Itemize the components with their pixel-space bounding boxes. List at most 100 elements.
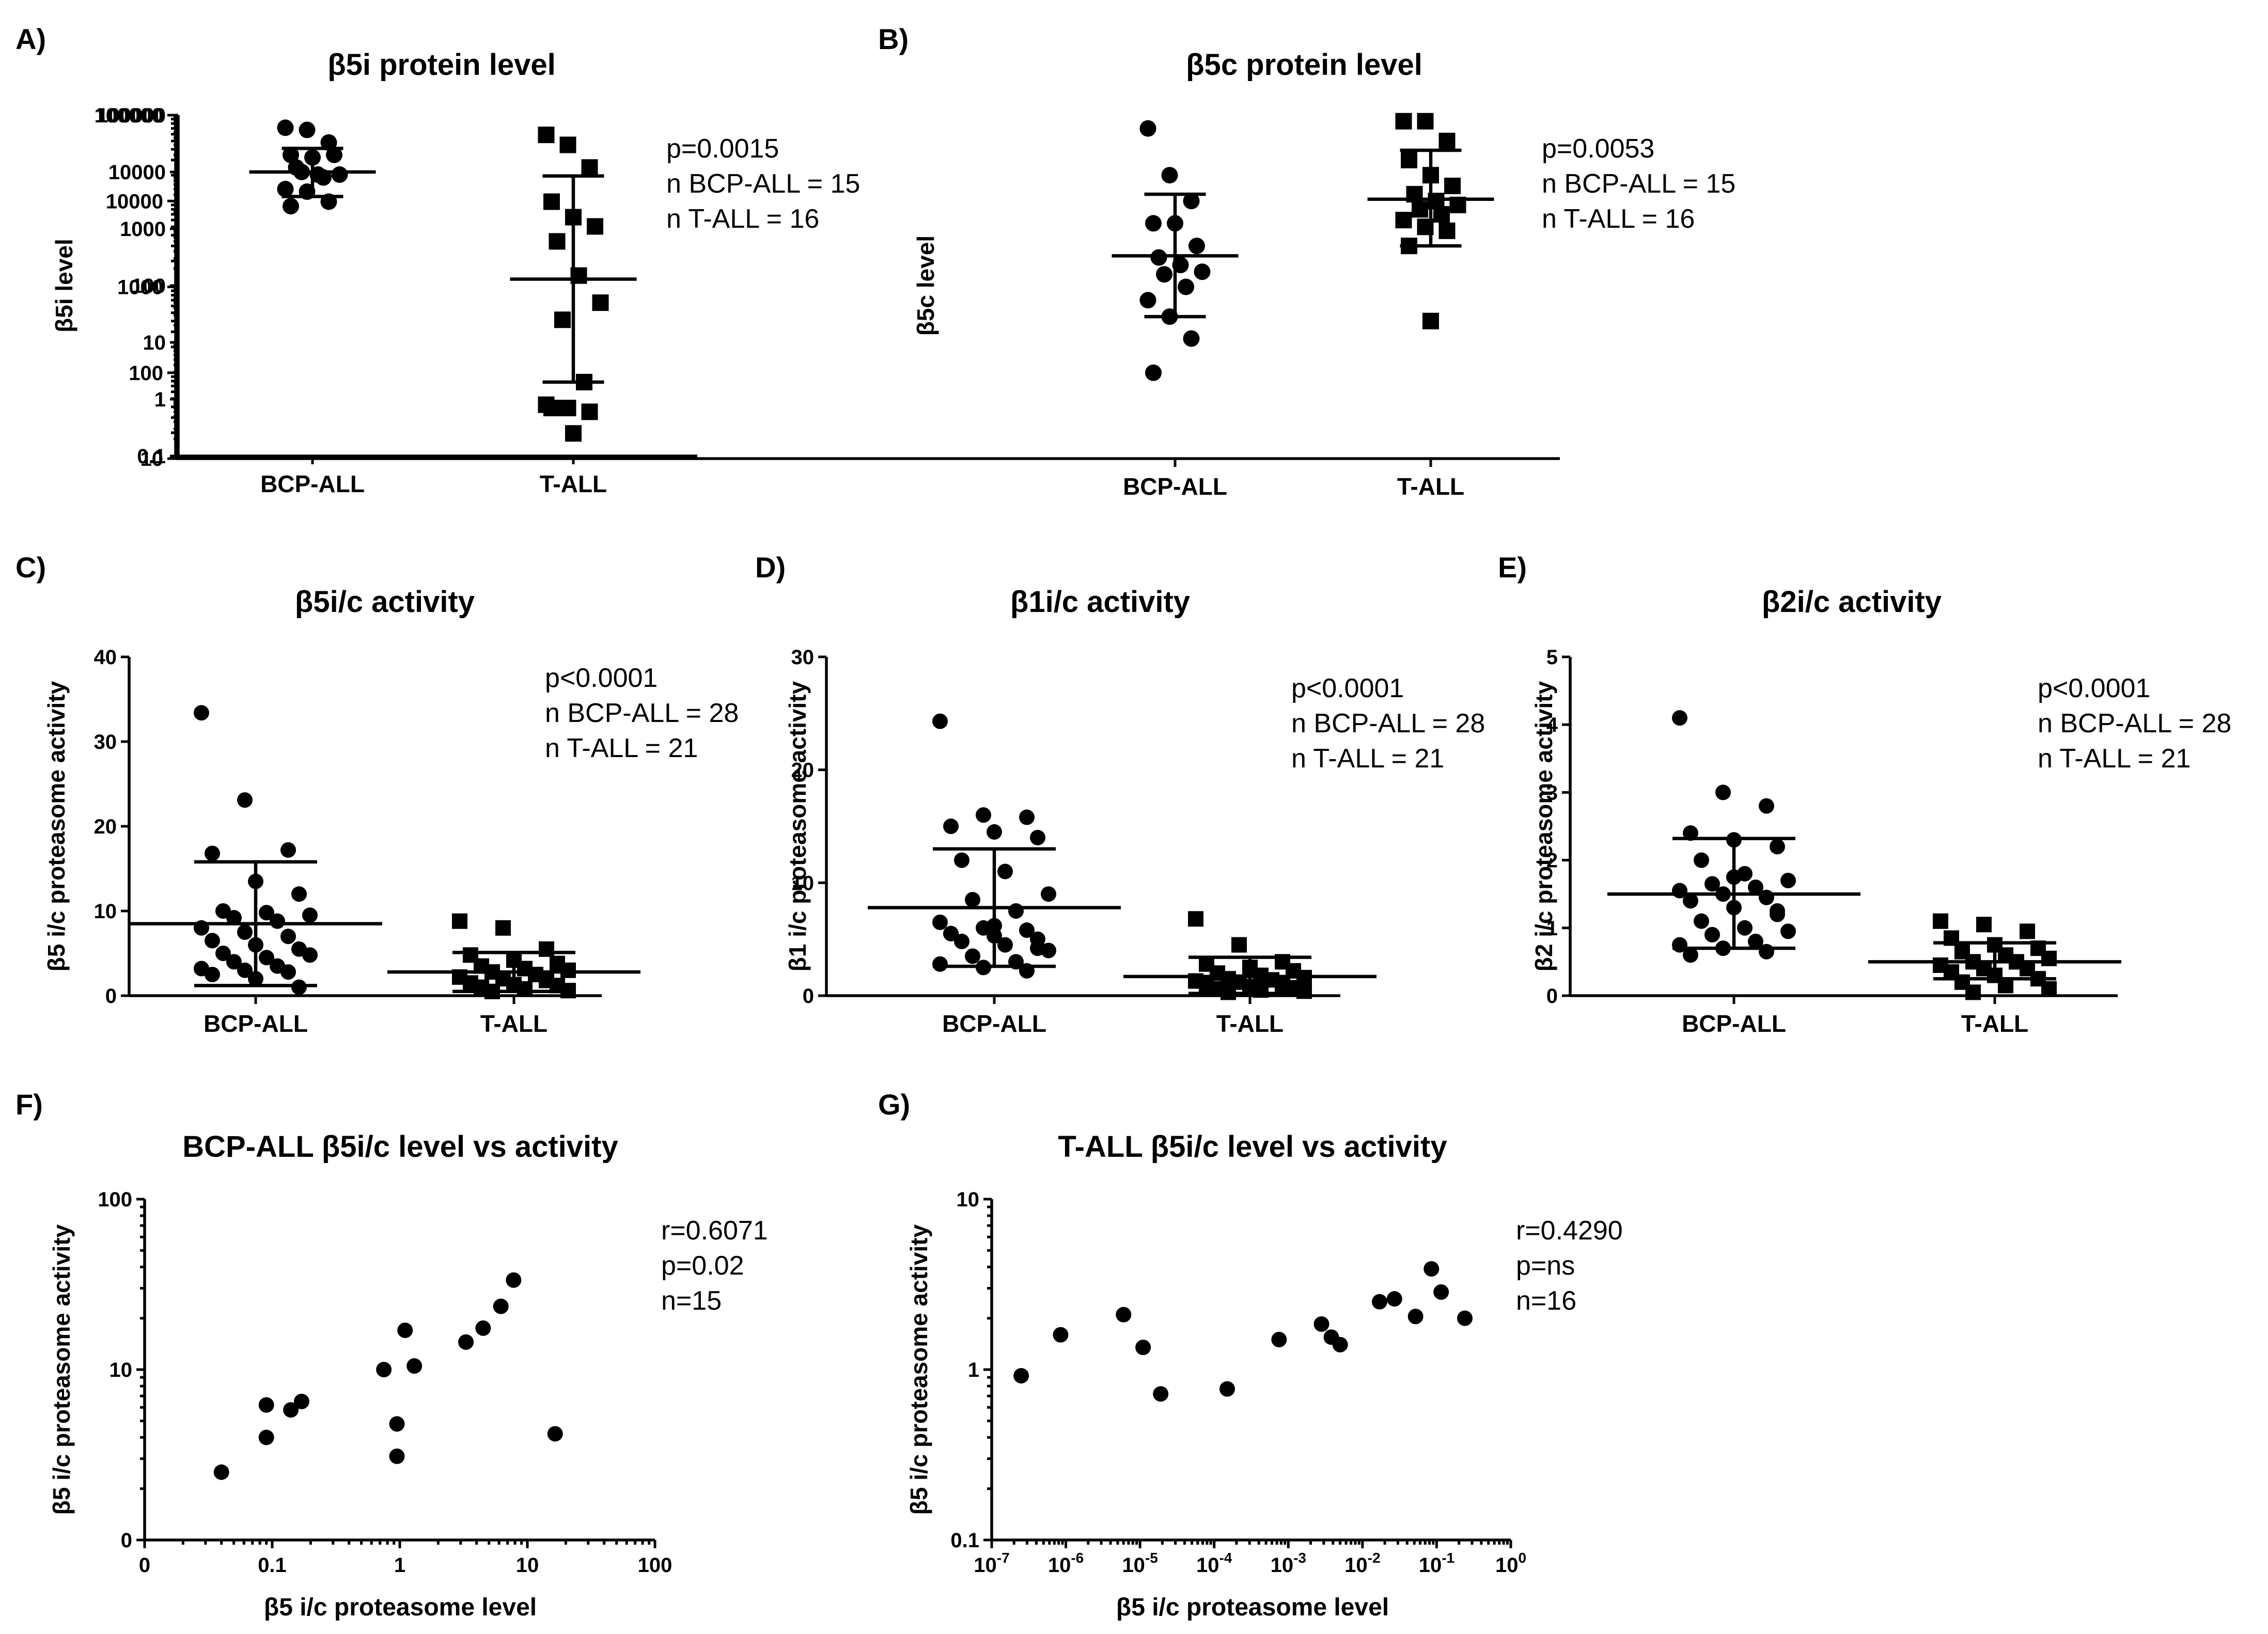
- chart-panel-e: E) β2i/c activity 0 1 2 3 4 5 β2 i/c proteasome …: [1498, 551, 2231, 1037]
- data-point-circle: [1770, 839, 1785, 855]
- x-tick-exponent: -1: [1442, 1550, 1454, 1566]
- data-point-circle: [1704, 926, 1720, 942]
- data-point-circle: [1457, 1310, 1473, 1326]
- data-point-circle: [283, 1402, 299, 1418]
- data-point-square: [1188, 911, 1203, 927]
- data-point-circle: [1156, 266, 1172, 283]
- data-point-square: [2020, 923, 2035, 939]
- data-point-circle: [1759, 889, 1774, 905]
- x-tick-label: 0: [139, 1554, 150, 1577]
- data-point-circle: [397, 1322, 413, 1338]
- chart-panel-c: C) β5i/c activity 0 10 20 30 40 β5 i/c proteaso…: [15, 551, 739, 1037]
- x-tick-label: 10-3: [1271, 1550, 1306, 1577]
- stat-annotation: p=ns: [1516, 1251, 1575, 1281]
- data-point-circle: [1371, 1294, 1387, 1310]
- x-tick-label: 10-7: [974, 1550, 1009, 1577]
- data-point-circle: [1759, 798, 1774, 814]
- data-point-circle: [475, 1320, 491, 1336]
- y-tick-label: 30: [791, 646, 815, 669]
- x-tick-exponent: -7: [997, 1550, 1010, 1566]
- x-tick-label: 100: [1495, 1550, 1526, 1577]
- data-point-square: [1412, 201, 1428, 218]
- data-point-circle: [258, 1429, 274, 1446]
- data-point-square: [1231, 937, 1247, 953]
- data-point-circle: [1041, 886, 1056, 902]
- data-point-square: [452, 913, 467, 929]
- data-point-square: [565, 425, 582, 442]
- data-point-circle: [1183, 330, 1200, 347]
- x-tick-base: 10: [974, 1554, 997, 1577]
- y-tick-label: 40: [94, 646, 117, 669]
- data-point-circle: [205, 967, 220, 982]
- data-point-circle: [1019, 809, 1035, 825]
- y-tick-label: 30: [94, 731, 117, 753]
- data-point-circle: [291, 979, 307, 995]
- stat-annotation: p=0.0053: [1542, 134, 1654, 164]
- stat-annotation: r=0.6071: [661, 1216, 768, 1246]
- x-category-label: T-ALL: [1961, 1010, 2028, 1037]
- data-point-square: [559, 136, 576, 153]
- data-point-circle: [1737, 920, 1753, 936]
- data-point-circle: [237, 962, 253, 978]
- data-point-circle: [277, 119, 294, 136]
- stat-annotation: p=0.0015: [666, 134, 779, 164]
- x-axis-label: β5 i/c proteasome level: [1116, 1594, 1389, 1621]
- data-point-square: [581, 403, 598, 420]
- data-point-circle: [954, 852, 969, 868]
- data-point-circle: [1053, 1327, 1069, 1343]
- y-axis-label: β5 i/c proteasome activity: [43, 681, 70, 971]
- x-tick-label: 0.1: [258, 1554, 287, 1577]
- x-tick-label: 100: [638, 1554, 672, 1577]
- data-point-circle: [1139, 292, 1156, 309]
- y-tick-label: 0: [803, 985, 814, 1008]
- data-point-circle: [1145, 215, 1162, 232]
- data-point-circle: [326, 146, 342, 163]
- data-point-square: [1976, 917, 1992, 933]
- data-point-circle: [1694, 913, 1709, 929]
- data-point-circle: [331, 166, 348, 183]
- x-category-label: BCP-ALL: [1682, 1010, 1786, 1037]
- y-axis-label: β2 i/c proteasome activity: [1530, 681, 1557, 971]
- y-tick-label: 100: [98, 1188, 132, 1211]
- x-category-label: BCP-ALL: [204, 1010, 308, 1037]
- data-point-circle: [376, 1362, 392, 1377]
- y-tick-label: 100000: [95, 104, 163, 127]
- data-point-circle: [1715, 784, 1731, 800]
- data-point-circle: [1183, 193, 1200, 210]
- panel-label: E): [1498, 551, 1527, 584]
- data-point-circle: [1386, 1291, 1402, 1307]
- data-point-circle: [1271, 1331, 1287, 1347]
- data-point-circle: [302, 907, 318, 923]
- y-tick-label: 2: [1546, 850, 1558, 872]
- chart-panel-g: G) T-ALL β5i/c level vs activity 0.1 1 10 β5 …: [878, 1088, 1623, 1621]
- stat-annotation: p<0.0001: [1291, 673, 1404, 703]
- x-tick-base: 10: [1344, 1554, 1368, 1577]
- panel-label: F): [15, 1088, 43, 1121]
- x-tick-label: 10-5: [1122, 1550, 1158, 1577]
- data-point-circle: [1178, 278, 1194, 295]
- panel-label: B): [878, 23, 909, 55]
- data-point-square: [587, 218, 603, 235]
- data-point-circle: [283, 198, 299, 215]
- y-tick-label: 0: [121, 1529, 132, 1552]
- data-point-circle: [259, 905, 274, 921]
- data-point-square: [1417, 113, 1434, 130]
- data-point-circle: [293, 1393, 309, 1409]
- data-point-square: [1422, 312, 1439, 329]
- x-tick-label: 10-2: [1344, 1550, 1380, 1577]
- y-tick-label: 1000: [120, 218, 166, 241]
- stat-annotation: n T-ALL = 21: [1291, 744, 1444, 774]
- data-point-square: [2041, 981, 2057, 997]
- stat-annotation: p<0.0001: [545, 663, 658, 693]
- y-axis-label: β5i level: [51, 239, 77, 333]
- data-point-circle: [280, 929, 296, 945]
- data-point-circle: [1019, 922, 1035, 938]
- data-point-square: [543, 193, 560, 210]
- data-point-circle: [277, 181, 294, 198]
- y-tick-label: 1000: [117, 276, 163, 299]
- x-tick-base: 10: [1271, 1554, 1294, 1577]
- y-axis-label: β5 i/c proteasome activity: [48, 1224, 75, 1515]
- data-point-circle: [1332, 1337, 1348, 1353]
- stat-annotation: n BCP-ALL = 28: [2038, 709, 2231, 739]
- data-point-square: [1253, 982, 1269, 998]
